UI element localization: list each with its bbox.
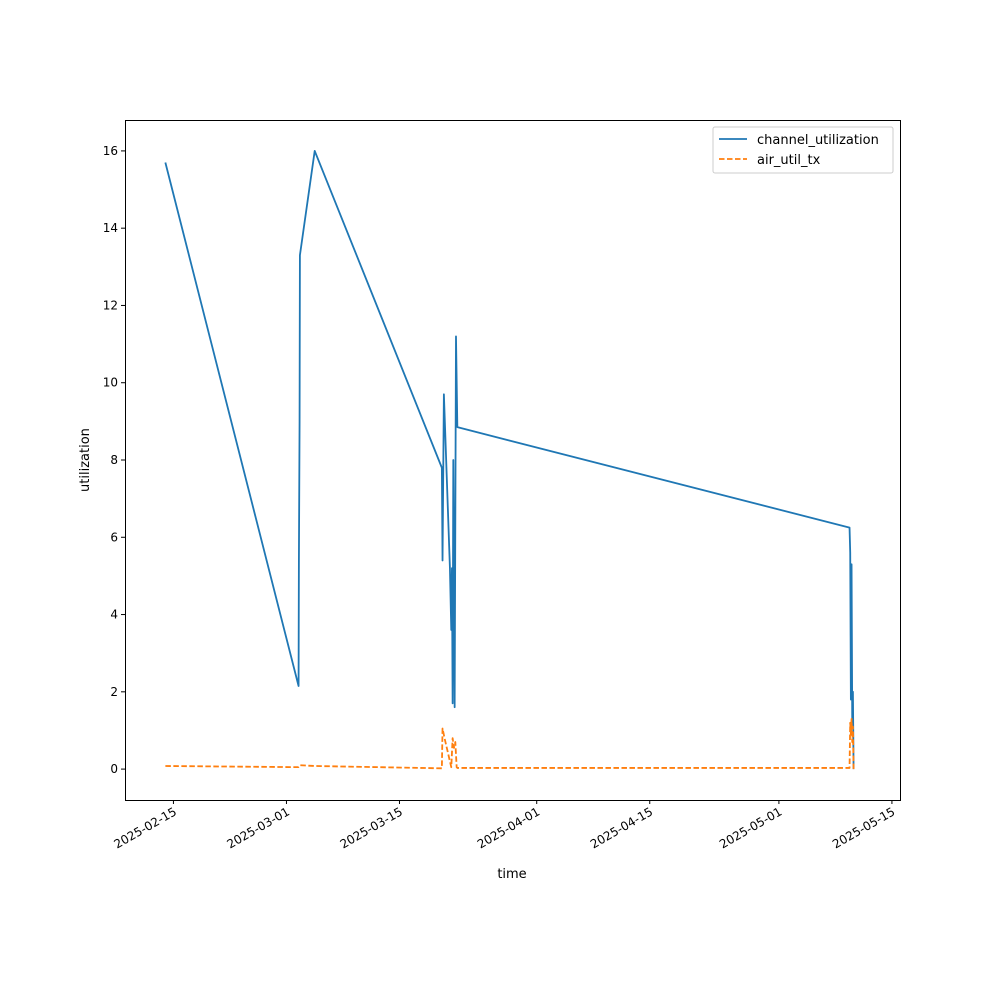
y-tick-label: 6 bbox=[110, 530, 118, 544]
legend-label: air_util_tx bbox=[757, 153, 821, 168]
y-tick-label: 0 bbox=[110, 762, 118, 776]
plot-frame bbox=[125, 120, 901, 801]
legend-label: channel_utilization bbox=[757, 133, 879, 148]
y-tick-label: 10 bbox=[103, 376, 118, 390]
y-tick-label: 4 bbox=[110, 608, 118, 622]
y-tick-label: 2 bbox=[110, 685, 118, 699]
x-axis-label: time bbox=[497, 867, 526, 882]
y-tick-label: 12 bbox=[103, 298, 118, 312]
y-tick-label: 8 bbox=[110, 453, 118, 467]
y-axis: 0 2 4 6 8 10 12 14 16 bbox=[103, 144, 125, 776]
series-line-channel-utilization bbox=[164, 150, 855, 770]
y-tick-label: 14 bbox=[103, 221, 118, 235]
legend-box bbox=[712, 126, 894, 174]
plot-area bbox=[164, 150, 855, 770]
legend: channel_utilization air_util_tx bbox=[712, 126, 894, 174]
y-tick-label: 16 bbox=[103, 144, 118, 158]
y-axis-label: utilization bbox=[78, 428, 93, 492]
series-line-air-util-tx bbox=[165, 717, 855, 770]
